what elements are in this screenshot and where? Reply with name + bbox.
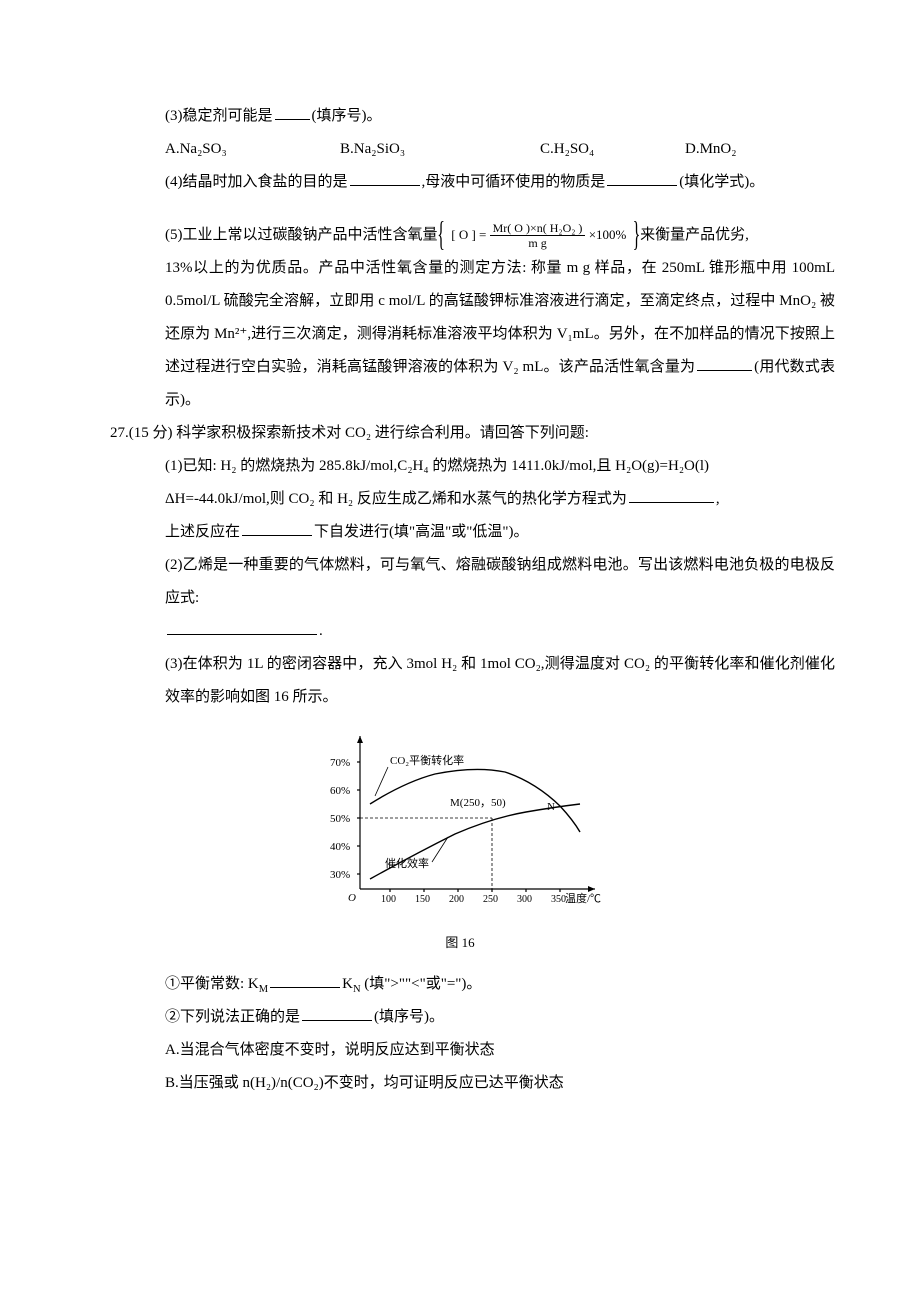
origin-label: O xyxy=(348,892,356,904)
q27-p2-b: . xyxy=(319,623,323,639)
ytick-60: 60% xyxy=(330,785,350,797)
xtick-300: 300 xyxy=(517,894,532,905)
sub1-n: N xyxy=(353,984,361,995)
option-d: D.MnO₂ xyxy=(685,133,736,166)
q26-p5-b: 来衡量产品优劣, xyxy=(640,227,749,243)
sub1-m: M xyxy=(259,984,268,995)
n-label: N xyxy=(547,801,555,813)
blank-thermochemical xyxy=(629,488,714,503)
xtick-200: 200 xyxy=(449,894,464,905)
xtick-350: 350 xyxy=(551,894,566,905)
option-b: B.Na₂SiO₃ xyxy=(340,133,540,166)
blank-active-oxygen xyxy=(697,356,752,371)
blank-electrode xyxy=(167,620,317,635)
xtick-150: 150 xyxy=(415,894,430,905)
formula-denominator: m g xyxy=(490,236,586,250)
q27-p1-d: 下自发进行(填"高温"或"低温")。 xyxy=(314,524,528,540)
blank-recycle xyxy=(607,171,677,186)
sub1-c: (填">""<"或"=")。 xyxy=(361,976,482,992)
q27-p1-line3: 上述反应在 下自发进行(填"高温"或"低温")。 xyxy=(85,516,835,549)
q26-p3-suffix: (填序号)。 xyxy=(312,108,382,124)
formula-numerator: Mr( O )×n( H₂O₂ ) xyxy=(490,221,586,236)
label2-pointer xyxy=(432,837,448,862)
q27-sub2: ②下列说法正确的是 (填序号)。 xyxy=(85,1001,835,1034)
sub2-b: (填序号)。 xyxy=(374,1009,444,1025)
sub1-b: K xyxy=(342,976,353,992)
ytick-30: 30% xyxy=(330,869,350,881)
sub2-a: ②下列说法正确的是 xyxy=(165,1009,300,1025)
efficiency-label: 催化效率 xyxy=(385,856,429,870)
m-label: M(250，50) xyxy=(450,797,506,809)
q27-opt-a: A.当混合气体密度不变时，说明反应达到平衡状态 xyxy=(85,1034,835,1067)
q26-p5-line1: (5)工业上常以过碳酸钠产品中活性含氧量 [ O ] = Mr( O )×n( … xyxy=(85,219,835,252)
formula-fraction: Mr( O )×n( H₂O₂ ) m g xyxy=(490,221,586,251)
q27-p1-line2: ΔH=-44.0kJ/mol,则 CO₂ 和 H₂ 反应生成乙烯和水蒸气的热化学… xyxy=(85,483,835,516)
q26-options-row: A.Na₂SO₃ B.Na₂SiO₃ C.H₂SO₄ D.MnO₂ xyxy=(85,133,835,166)
q27-p2-blank: . xyxy=(85,615,835,648)
ytick-40: 40% xyxy=(330,841,350,853)
q27-p1-a: (1)已知: H₂ 的燃烧热为 285.8kJ/mol,C₂H₄ 的燃烧热为 1… xyxy=(85,450,835,483)
option-c: C.H₂SO₄ xyxy=(540,133,685,166)
option-a: A.Na₂SO₃ xyxy=(165,133,340,166)
y-arrow xyxy=(357,736,363,743)
blank-spontaneous xyxy=(242,521,312,536)
blank-salt-purpose xyxy=(350,171,420,186)
blank-km-kn xyxy=(270,973,340,988)
q27-p1-b: ΔH=-44.0kJ/mol,则 CO₂ 和 H₂ 反应生成乙烯和水蒸气的热化学… xyxy=(165,491,627,507)
sub1-a: ①平衡常数: K xyxy=(165,976,259,992)
q27-p3-a: (3)在体积为 1L 的密闭容器中，充入 3mol H₂ 和 1mol CO₂,… xyxy=(85,648,835,714)
xtick-250: 250 xyxy=(483,894,498,905)
formula-right: ×100% xyxy=(589,227,627,242)
x-arrow xyxy=(588,886,595,892)
q26-p4-c: (填化学式)。 xyxy=(679,174,764,190)
spacer xyxy=(85,199,835,219)
ytick-50: 50% xyxy=(330,813,350,825)
q26-p3-text: (3)稳定剂可能是 xyxy=(165,108,273,124)
x-axis-label: 温度/℃ xyxy=(565,891,601,905)
q27-opt-b: B.当压强或 n(H₂)/n(CO₂)不变时，均可证明反应已达平衡状态 xyxy=(85,1067,835,1100)
active-oxygen-formula: [ O ] = Mr( O )×n( H₂O₂ ) m g ×100% xyxy=(441,221,636,251)
xtick-100: 100 xyxy=(381,894,396,905)
q26-p5-body: 13%以上的为优质品。产品中活性氧含量的测定方法: 称量 m g 样品，在 25… xyxy=(85,252,835,417)
label1-pointer xyxy=(375,767,388,796)
q26-p4-b: ,母液中可循环使用的物质是 xyxy=(422,174,606,190)
q27-head: 27.(15 分) 科学家积极探索新技术对 CO₂ 进行综合利用。请回答下列问题… xyxy=(85,417,835,450)
conversion-label: CO₂平衡转化率 xyxy=(390,753,464,767)
q26-p5-a: (5)工业上常以过碳酸钠产品中活性含氧量 xyxy=(165,227,438,243)
ytick-70: 70% xyxy=(330,757,350,769)
chart-caption: 图 16 xyxy=(85,929,835,958)
q27-p2-a: (2)乙烯是一种重要的气体燃料，可与氧气、熔融碳酸钠组成燃料电池。写出该燃料电池… xyxy=(85,549,835,615)
conversion-chart: 30% 40% 50% 60% 70% 100 150 200 250 300 … xyxy=(305,724,615,914)
blank-stabilizer xyxy=(275,105,310,120)
q26-p4: (4)结晶时加入食盐的目的是 ,母液中可循环使用的物质是 (填化学式)。 xyxy=(85,166,835,199)
formula-left: [ O ] = xyxy=(451,227,486,242)
q27-sub1: ①平衡常数: KM KN (填">""<"或"=")。 xyxy=(85,968,835,1001)
q27-p1-c: 上述反应在 xyxy=(165,524,240,540)
q26-p3: (3)稳定剂可能是 (填序号)。 xyxy=(85,100,835,133)
q26-p4-a: (4)结晶时加入食盐的目的是 xyxy=(165,174,348,190)
chart-figure-16: 30% 40% 50% 60% 70% 100 150 200 250 300 … xyxy=(85,714,835,968)
comma: , xyxy=(716,491,720,507)
blank-correct-option xyxy=(302,1006,372,1021)
